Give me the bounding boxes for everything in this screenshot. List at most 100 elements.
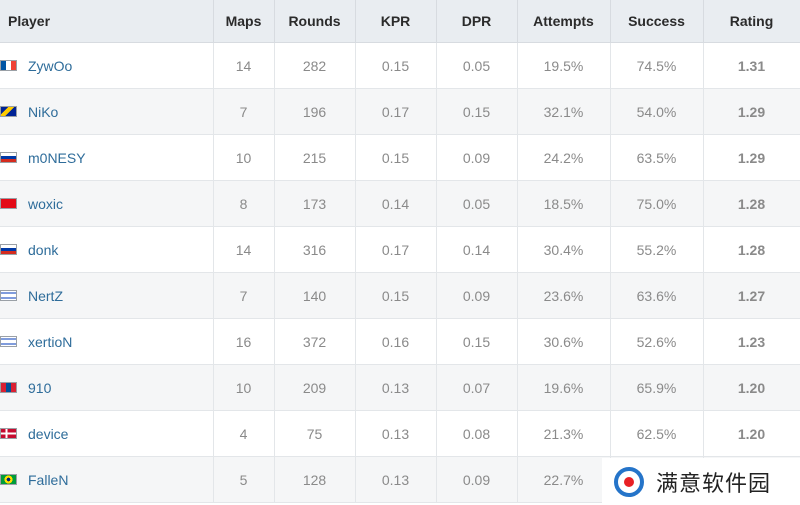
kpr-cell: 0.15 — [355, 272, 437, 319]
dpr-cell: 0.15 — [436, 318, 518, 365]
player-name-link[interactable]: 910 — [28, 379, 52, 396]
kpr-cell: 0.16 — [355, 318, 437, 365]
maps-cell: 10 — [213, 364, 275, 411]
header-kpr[interactable]: KPR — [355, 0, 437, 43]
player-cell: FalleN — [0, 456, 214, 503]
rating-cell: 1.27 — [703, 272, 800, 319]
player-cell: NertZ — [0, 272, 214, 319]
player-name-link[interactable]: woxic — [28, 195, 64, 212]
bosnia-flag-icon — [0, 106, 17, 117]
kpr-cell: 0.15 — [355, 42, 437, 89]
rating-cell: 1.20 — [703, 410, 800, 457]
russia-flag-icon — [0, 244, 17, 255]
header-success[interactable]: Success — [610, 0, 704, 43]
table-header-row: Player Maps Rounds KPR DPR Attempts Succ… — [0, 0, 800, 43]
table-row: 910 10 209 0.13 0.07 19.6% 65.9% 1.20 — [0, 364, 800, 411]
player-cell: m0NESY — [0, 134, 214, 181]
player-name-link[interactable]: ZywOo — [28, 57, 73, 74]
watermark-logo-icon — [614, 466, 644, 497]
player-cell: device — [0, 410, 214, 457]
kpr-cell: 0.17 — [355, 88, 437, 135]
rounds-cell: 215 — [274, 134, 356, 181]
player-cell: ZywOo — [0, 42, 214, 89]
attempts-cell: 19.5% — [517, 42, 611, 89]
table-body: ZywOo 14 282 0.15 0.05 19.5% 74.5% 1.31 NiKo 7 196… — [0, 42, 800, 503]
brazil-flag-icon — [0, 474, 17, 485]
header-maps[interactable]: Maps — [213, 0, 275, 43]
rating-cell: 1.31 — [703, 42, 800, 89]
attempts-cell: 21.3% — [517, 410, 611, 457]
rating-cell: 1.20 — [703, 364, 800, 411]
table-row: NertZ 7 140 0.15 0.09 23.6% 63.6% 1.27 — [0, 272, 800, 319]
player-name-link[interactable]: donk — [28, 241, 59, 258]
player-name-link[interactable]: m0NESY — [28, 149, 86, 166]
maps-cell: 14 — [213, 42, 275, 89]
france-flag-icon — [0, 60, 17, 71]
rating-cell: 1.29 — [703, 134, 800, 181]
maps-cell: 7 — [213, 88, 275, 135]
mongolia-flag-icon — [0, 382, 17, 393]
rounds-cell: 173 — [274, 180, 356, 227]
maps-cell: 7 — [213, 272, 275, 319]
table-row: woxic 8 173 0.14 0.05 18.5% 75.0% 1.28 — [0, 180, 800, 227]
player-cell: 910 — [0, 364, 214, 411]
rounds-cell: 282 — [274, 42, 356, 89]
attempts-cell: 23.6% — [517, 272, 611, 319]
header-rating[interactable]: Rating — [703, 0, 800, 43]
player-name-link[interactable]: xertioN — [28, 333, 73, 350]
attempts-cell: 24.2% — [517, 134, 611, 181]
kpr-cell: 0.13 — [355, 456, 437, 503]
kpr-cell: 0.14 — [355, 180, 437, 227]
dpr-cell: 0.15 — [436, 88, 518, 135]
russia-flag-icon — [0, 152, 17, 163]
player-cell: donk — [0, 226, 214, 273]
table-row: ZywOo 14 282 0.15 0.05 19.5% 74.5% 1.31 — [0, 42, 800, 89]
rating-cell: 1.28 — [703, 180, 800, 227]
player-name-link[interactable]: NertZ — [28, 287, 63, 304]
dpr-cell: 0.05 — [436, 42, 518, 89]
success-cell: 54.0% — [610, 88, 704, 135]
dpr-cell: 0.09 — [436, 134, 518, 181]
rating-cell: 1.29 — [703, 88, 800, 135]
success-cell: 62.5% — [610, 410, 704, 457]
rounds-cell: 209 — [274, 364, 356, 411]
maps-cell: 8 — [213, 180, 275, 227]
dpr-cell: 0.05 — [436, 180, 518, 227]
success-cell: 74.5% — [610, 42, 704, 89]
attempts-cell: 18.5% — [517, 180, 611, 227]
rounds-cell: 316 — [274, 226, 356, 273]
table-row: m0NESY 10 215 0.15 0.09 24.2% 63.5% 1.29 — [0, 134, 800, 181]
attempts-cell: 32.1% — [517, 88, 611, 135]
success-cell: 75.0% — [610, 180, 704, 227]
attempts-cell: 30.4% — [517, 226, 611, 273]
maps-cell: 4 — [213, 410, 275, 457]
header-attempts[interactable]: Attempts — [517, 0, 611, 43]
attempts-cell: 19.6% — [517, 364, 611, 411]
header-player[interactable]: Player — [0, 0, 214, 43]
rounds-cell: 196 — [274, 88, 356, 135]
kpr-cell: 0.13 — [355, 364, 437, 411]
player-name-link[interactable]: FalleN — [28, 471, 69, 488]
rounds-cell: 372 — [274, 318, 356, 365]
denmark-flag-icon — [0, 428, 17, 439]
player-name-link[interactable]: device — [28, 425, 69, 442]
maps-cell: 10 — [213, 134, 275, 181]
attempts-cell: 22.7% — [517, 456, 611, 503]
header-rounds[interactable]: Rounds — [274, 0, 356, 43]
player-cell: NiKo — [0, 88, 214, 135]
success-cell: 52.6% — [610, 318, 704, 365]
dpr-cell: 0.07 — [436, 364, 518, 411]
israel-flag-icon — [0, 336, 17, 347]
header-dpr[interactable]: DPR — [436, 0, 518, 43]
player-name-link[interactable]: NiKo — [28, 103, 59, 120]
dpr-cell: 0.09 — [436, 456, 518, 503]
table-row: donk 14 316 0.17 0.14 30.4% 55.2% 1.28 — [0, 226, 800, 273]
kpr-cell: 0.17 — [355, 226, 437, 273]
rounds-cell: 128 — [274, 456, 356, 503]
rating-cell: 1.28 — [703, 226, 800, 273]
table-row: device 4 75 0.13 0.08 21.3% 62.5% 1.20 — [0, 410, 800, 457]
kpr-cell: 0.15 — [355, 134, 437, 181]
israel-flag-icon — [0, 290, 17, 301]
attempts-cell: 30.6% — [517, 318, 611, 365]
rounds-cell: 140 — [274, 272, 356, 319]
